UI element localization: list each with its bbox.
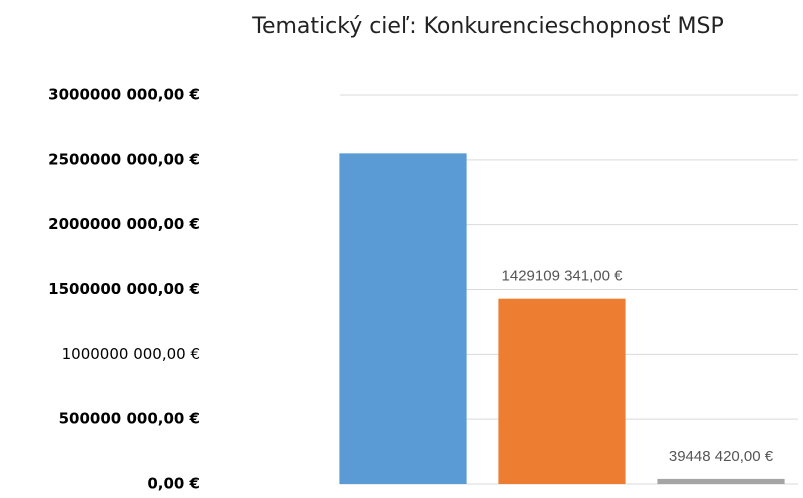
chart-title: Tematický cieľ: Konkurencieschopnosť MSP <box>251 14 724 39</box>
bar <box>657 478 785 484</box>
y-tick-label: 1500000 000,00 € <box>48 280 200 298</box>
y-tick-label: 2500000 000,00 € <box>48 150 200 168</box>
data-label: 39448 420,00 € <box>669 448 774 465</box>
y-tick-label: 3000000 000,00 € <box>48 86 200 104</box>
y-tick-label: 1000000 000,00 € <box>62 345 200 363</box>
bar <box>498 298 626 484</box>
data-label: 1429109 341,00 € <box>502 268 624 285</box>
bar <box>339 153 467 484</box>
y-tick-label: 2000000 000,00 € <box>48 215 200 233</box>
y-tick-label: 500000 000,00 € <box>59 410 200 428</box>
y-tick-label: 0,00 € <box>147 475 200 493</box>
